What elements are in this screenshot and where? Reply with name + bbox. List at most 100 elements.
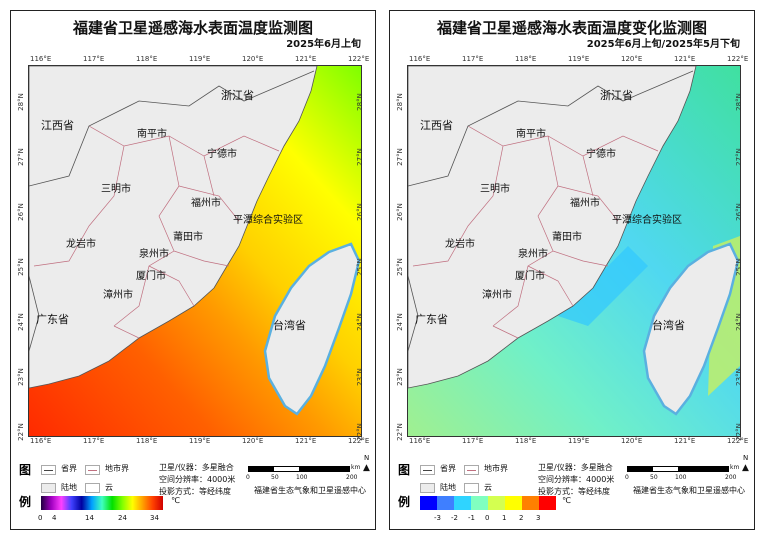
lon-tick: 119°E xyxy=(189,55,211,63)
map-panel-2: 福建省卫星遥感海水表面温度变化监测图 2025年6月上旬/2025年5月下旬 1… xyxy=(389,10,755,530)
lon-tick: 117°E xyxy=(462,437,484,445)
lon-tick: 119°E xyxy=(568,437,590,445)
lon-tick: 116°E xyxy=(30,437,52,445)
north-arrow: N xyxy=(743,454,749,462)
lon-tick: 118°E xyxy=(136,437,158,445)
lon-tick: 118°E xyxy=(515,55,537,63)
lon-tick: 121°E xyxy=(674,437,696,445)
lat-tick: 23°N xyxy=(355,368,364,386)
land-taiwan xyxy=(263,242,361,416)
land-mainland xyxy=(408,66,697,389)
place-label-putian: 莆田市 xyxy=(552,232,582,243)
lon-tick: 116°E xyxy=(409,437,431,445)
map-date: 2025年6月上旬/2025年5月下旬 xyxy=(586,39,740,50)
lat-tick: 24°N xyxy=(16,313,25,331)
place-label-zhejiang: 浙江省 xyxy=(600,89,633,102)
legend-city: 地市界 xyxy=(105,464,129,473)
map-area xyxy=(28,65,362,437)
legend-tick: 1 xyxy=(502,514,507,522)
lat-tick: 26°N xyxy=(734,203,743,221)
province-borders xyxy=(408,70,694,352)
place-label-taiwan: 台湾省 xyxy=(652,319,685,332)
place-label-xiamen: 厦门市 xyxy=(136,271,166,282)
place-label-pingtan: 平潭综合实验区 xyxy=(233,215,303,226)
place-label-zhangzhou: 漳州市 xyxy=(103,290,133,301)
legend-tick: 24 xyxy=(118,514,127,522)
scale-label: 200 xyxy=(725,474,737,481)
lat-tick: 25°N xyxy=(734,258,743,276)
color-bin xyxy=(539,496,556,510)
cool-anomaly-area xyxy=(558,246,648,326)
lon-tick: 120°E xyxy=(621,437,643,445)
scale-label: 200 xyxy=(346,474,358,481)
place-label-guangdong: 广东省 xyxy=(415,313,448,326)
scale-label: 100 xyxy=(675,474,687,481)
place-label-fuzhou: 福州市 xyxy=(570,198,600,209)
legend-tick: 14 xyxy=(85,514,94,522)
north-arrow-icon: ▲ xyxy=(363,463,370,473)
place-label-longyan: 龙岩市 xyxy=(445,239,475,250)
legend-tick: -3 xyxy=(434,514,441,522)
lon-tick: 122°E xyxy=(348,55,370,63)
scale-unit: km xyxy=(730,464,740,471)
lat-tick: 24°N xyxy=(395,313,404,331)
place-label-nanping: 南平市 xyxy=(516,129,546,140)
legend-tick: 0 xyxy=(38,514,43,522)
lon-tick: 118°E xyxy=(515,437,537,445)
lon-tick: 121°E xyxy=(295,437,317,445)
legend-province: 省界 xyxy=(61,464,77,473)
province-borders xyxy=(29,70,315,352)
place-label-pingtan: 平潭综合实验区 xyxy=(612,215,682,226)
lon-tick: 117°E xyxy=(83,437,105,445)
map-date: 2025年6月上旬 xyxy=(286,39,361,50)
map-title: 福建省卫星遥感海水表面温度监测图 xyxy=(72,19,313,37)
legend-tick: 34 xyxy=(150,514,159,522)
legend-cloud: 云 xyxy=(105,483,113,492)
map-title: 福建省卫星遥感海水表面温度变化监测图 xyxy=(436,19,707,37)
lon-tick: 122°E xyxy=(727,437,749,445)
unit-label: ℃ xyxy=(562,496,571,505)
place-label-ningde: 宁德市 xyxy=(207,149,237,160)
city-borders xyxy=(33,125,280,339)
legend-tick: 4 xyxy=(52,514,57,522)
lat-tick: 23°N xyxy=(734,368,743,386)
place-label-jiangxi: 江西省 xyxy=(41,119,74,132)
place-label-xiamen: 厦门市 xyxy=(515,271,545,282)
lat-tick: 22°N xyxy=(16,423,25,441)
scale-unit: km xyxy=(351,464,361,471)
color-bin xyxy=(488,496,505,510)
province-line-swatch xyxy=(420,465,435,475)
map-panel-1: 福建省卫星遥感海水表面温度监测图 2025年6月上旬 116°E 116°E 117… xyxy=(10,10,376,530)
lon-tick: 122°E xyxy=(348,437,370,445)
resolution-info: 空间分辨率：4000米 xyxy=(159,475,236,484)
scale-label: 0 xyxy=(625,474,629,481)
color-bin xyxy=(454,496,471,510)
place-label-sanming: 三明市 xyxy=(480,184,510,195)
legend-land: 陆地 xyxy=(440,483,456,492)
color-bar xyxy=(420,496,556,510)
lat-tick: 27°N xyxy=(16,148,25,166)
color-bin xyxy=(420,496,437,510)
lat-tick: 28°N xyxy=(395,93,404,111)
place-label-zhangzhou: 漳州市 xyxy=(482,290,512,301)
projection-info: 投影方式：等经纬度 xyxy=(538,487,610,496)
lat-tick: 24°N xyxy=(734,313,743,331)
organization-name: 福建省生态气象和卫星遥感中心 xyxy=(254,486,366,495)
satellite-info: 卫星/仪器：多星融合 xyxy=(538,463,613,472)
lon-tick: 117°E xyxy=(83,55,105,63)
lat-tick: 25°N xyxy=(395,258,404,276)
color-bin xyxy=(437,496,454,510)
place-label-quanzhou: 泉州市 xyxy=(518,249,548,260)
color-bin xyxy=(522,496,539,510)
lat-tick: 23°N xyxy=(395,368,404,386)
scale-label: 0 xyxy=(246,474,250,481)
north-arrow-icon: ▲ xyxy=(742,463,749,473)
lat-tick: 22°N xyxy=(355,423,364,441)
lat-tick: 28°N xyxy=(355,93,364,111)
lon-tick: 120°E xyxy=(242,55,264,63)
lon-tick: 119°E xyxy=(568,55,590,63)
lon-tick: 117°E xyxy=(462,55,484,63)
color-bar xyxy=(41,496,163,510)
place-label-taiwan: 台湾省 xyxy=(273,319,306,332)
legend-land: 陆地 xyxy=(61,483,77,492)
